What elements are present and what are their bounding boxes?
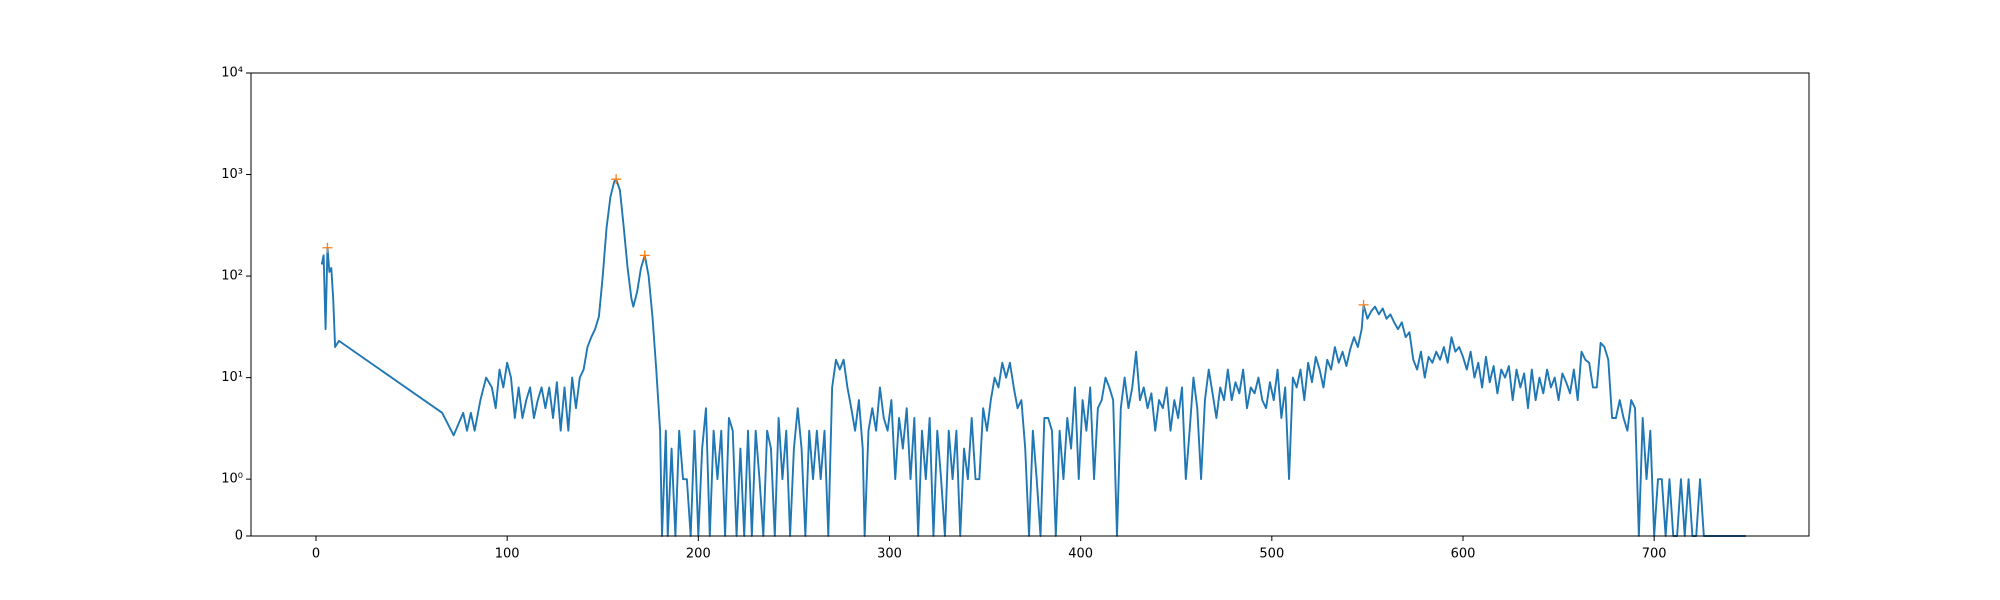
x-tick-label: 500 <box>1259 547 1284 562</box>
y-tick-label: 10¹ <box>221 370 243 385</box>
x-tick-label: 300 <box>877 547 902 562</box>
peak-marker <box>1358 299 1369 310</box>
x-tick-label: 0 <box>312 547 320 562</box>
plot-area <box>320 174 1746 537</box>
x-tick-label: 200 <box>686 547 711 562</box>
peak-marker <box>639 250 650 261</box>
y-tick-label: 10² <box>221 269 243 284</box>
axes-frame <box>250 72 1810 537</box>
y-tick-label: 0 <box>235 529 243 544</box>
x-tick-label: 600 <box>1451 547 1476 562</box>
y-tick-label: 10⁴ <box>221 66 243 81</box>
peak-marker <box>322 242 333 253</box>
x-tick-label: 700 <box>1642 547 1667 562</box>
data-line <box>320 178 1746 537</box>
y-tick-label: 10⁰ <box>221 472 243 487</box>
x-tick-label: 100 <box>495 547 520 562</box>
y-tick-label: 10³ <box>221 167 243 182</box>
peak-marker <box>611 174 622 185</box>
x-tick-label: 400 <box>1068 547 1093 562</box>
